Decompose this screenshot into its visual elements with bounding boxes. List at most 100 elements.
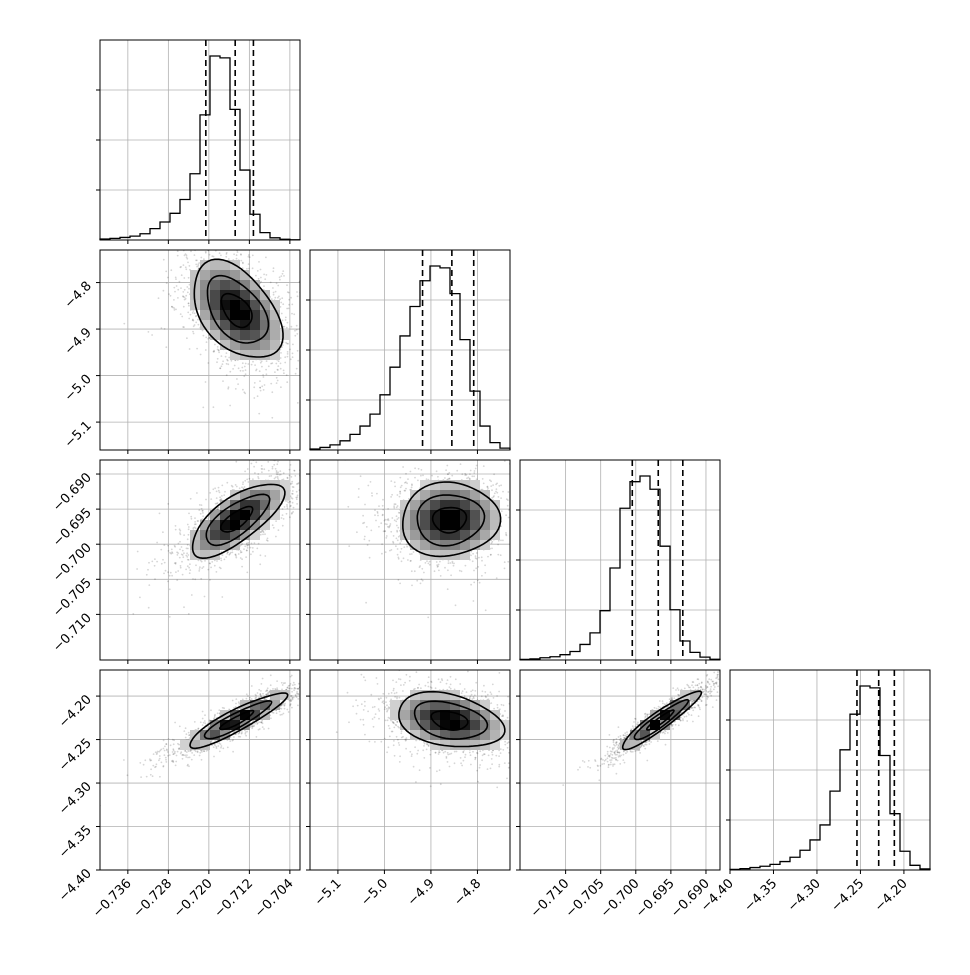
sample-point <box>498 485 500 487</box>
sample-point <box>186 337 188 339</box>
sample-point <box>264 555 266 557</box>
histogram-panel-2 <box>516 460 720 664</box>
sample-point <box>183 264 185 266</box>
sample-point <box>261 471 263 473</box>
sample-point <box>185 555 187 557</box>
sample-point <box>184 255 186 257</box>
sample-point <box>276 471 278 473</box>
sample-point <box>221 355 223 357</box>
sample-point <box>233 253 235 255</box>
sample-point <box>398 579 400 581</box>
sample-point <box>500 540 502 542</box>
sample-point <box>174 562 176 564</box>
sample-point <box>151 334 153 336</box>
density-cell <box>200 530 210 540</box>
sample-point <box>393 507 395 509</box>
sample-point <box>328 520 330 522</box>
sample-point <box>193 325 195 327</box>
sample-point <box>221 365 223 367</box>
sample-point <box>169 588 171 590</box>
sample-point <box>370 481 372 483</box>
sample-point <box>174 309 176 311</box>
sample-point <box>382 505 384 507</box>
sample-point <box>217 235 219 237</box>
sample-point <box>168 293 170 295</box>
sample-point <box>190 225 192 227</box>
sample-point <box>202 510 204 512</box>
sample-point <box>162 531 164 533</box>
sample-point <box>204 596 206 598</box>
sample-point <box>245 556 247 558</box>
sample-point <box>514 527 516 529</box>
sample-point <box>241 551 243 553</box>
sample-point <box>196 348 198 350</box>
sample-point <box>218 487 220 489</box>
sample-point <box>236 486 238 488</box>
sample-point <box>367 485 369 487</box>
sample-point <box>287 502 289 504</box>
sample-point <box>192 331 194 333</box>
sample-point <box>277 285 279 287</box>
sample-point <box>292 493 294 495</box>
sample-point <box>252 267 254 269</box>
sample-point <box>148 331 150 333</box>
density-layer <box>132 430 342 618</box>
sample-point <box>188 303 190 305</box>
density-layer <box>118 161 338 419</box>
sample-point <box>220 568 222 570</box>
sample-point <box>369 557 371 559</box>
sample-point <box>275 476 277 478</box>
sample-point <box>185 266 187 268</box>
sample-point <box>481 556 483 558</box>
sample-point <box>219 367 221 369</box>
sample-point <box>296 291 298 293</box>
sample-point <box>261 366 263 368</box>
sample-point <box>378 526 380 528</box>
sample-point <box>283 518 285 520</box>
sample-point <box>156 561 158 563</box>
sample-point <box>228 258 230 260</box>
sample-point <box>289 516 291 518</box>
sample-point <box>291 497 293 499</box>
sample-point <box>271 417 273 419</box>
sample-point <box>258 543 260 545</box>
sample-point <box>260 277 262 279</box>
sample-point <box>198 570 200 572</box>
sample-point <box>263 376 265 378</box>
sample-point <box>227 247 229 249</box>
sample-point <box>313 456 315 458</box>
sample-point <box>254 244 256 246</box>
sample-point <box>171 549 173 551</box>
sample-point <box>286 374 288 376</box>
sample-point <box>240 557 242 559</box>
sample-point <box>522 592 524 594</box>
sample-point <box>473 582 475 584</box>
sample-point <box>257 240 259 242</box>
sample-point <box>341 462 343 464</box>
sample-point <box>287 477 289 479</box>
sample-point <box>195 316 197 318</box>
sample-point <box>300 247 302 249</box>
sample-point <box>173 299 175 301</box>
sample-point <box>171 306 173 308</box>
sample-point <box>219 230 221 232</box>
sample-point <box>291 476 293 478</box>
sample-point <box>391 517 393 519</box>
sample-point <box>511 510 513 512</box>
sample-point <box>179 530 181 532</box>
sample-point <box>220 255 222 257</box>
sample-point <box>217 508 219 510</box>
sample-point <box>416 580 418 582</box>
sample-point <box>473 472 475 474</box>
sample-point <box>279 298 281 300</box>
sample-point <box>292 490 294 492</box>
sample-point <box>288 292 290 294</box>
sample-point <box>364 536 366 538</box>
sample-point <box>502 491 504 493</box>
sample-point <box>420 475 422 477</box>
sample-point <box>391 549 393 551</box>
sample-point <box>165 570 167 572</box>
sample-point <box>258 478 260 480</box>
sample-point <box>507 561 509 563</box>
sample-point <box>461 570 463 572</box>
